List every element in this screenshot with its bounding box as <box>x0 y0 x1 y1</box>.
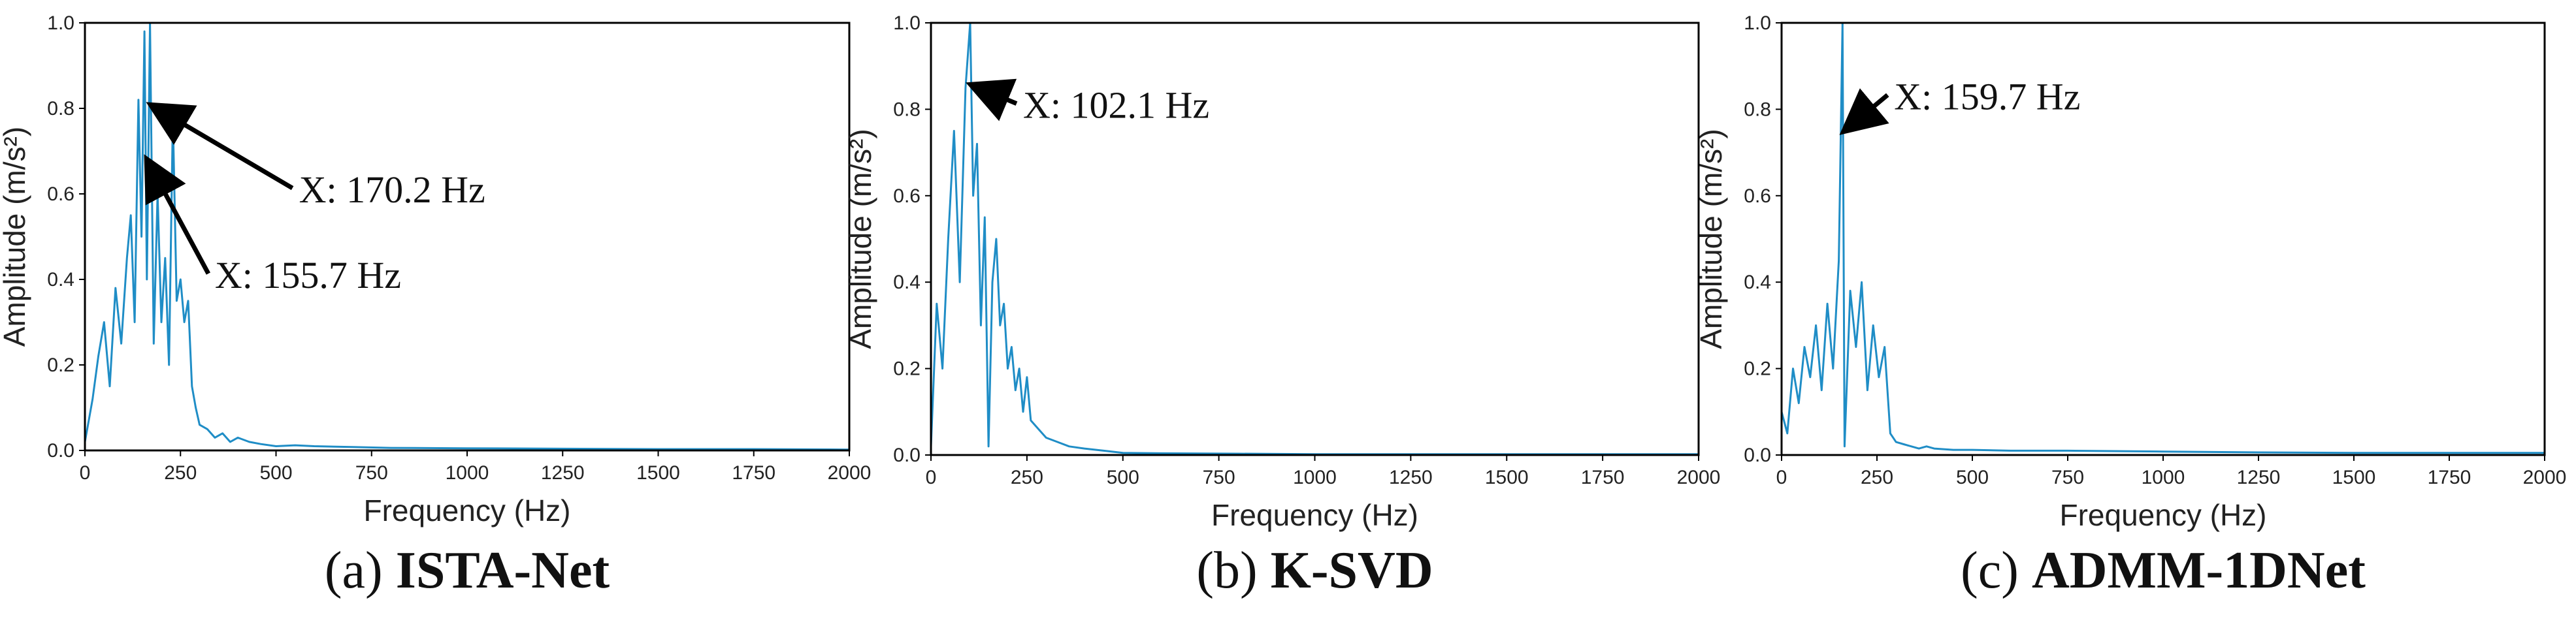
x-tick-label: 2000 <box>1677 467 1721 488</box>
annotation-arrow <box>1839 88 1889 135</box>
y-tick-label: 1.0 <box>47 12 74 34</box>
x-tick-label: 750 <box>2051 467 2084 488</box>
x-axis-label: Frequency (Hz) <box>364 494 571 527</box>
annotation-label: X: 155.7 Hz <box>215 254 401 296</box>
y-axis-label: Amplitude (m/s²) <box>1694 129 1728 349</box>
x-tick-label: 0 <box>80 462 91 484</box>
x-tick-label: 1250 <box>541 462 585 484</box>
x-tick-label: 1500 <box>1485 467 1529 488</box>
y-tick-label: 1.0 <box>893 12 921 34</box>
series-line <box>930 22 1699 456</box>
plot-frame <box>84 22 851 452</box>
x-tick-label: 0 <box>1776 467 1787 488</box>
x-tick-label: 500 <box>259 462 292 484</box>
caption-label: (a) <box>325 542 396 599</box>
annotation-label: X: 159.7 Hz <box>1894 75 2080 118</box>
y-tick-label: 0.0 <box>47 440 74 462</box>
y-tick-label: 0.0 <box>1744 445 1771 466</box>
y-tick-label: 0.0 <box>893 445 921 466</box>
x-tick-label: 1000 <box>446 462 489 484</box>
caption-label: (c) <box>1961 542 2032 599</box>
x-axis-label: Frequency (Hz) <box>2060 498 2267 532</box>
x-tick-label: 1000 <box>2142 467 2185 488</box>
charts-root: 0 250 500 750 1000 1250 1500 1750 2000 0.0 0.2 0.4 0… <box>0 12 2566 599</box>
x-axis-label: Frequency (Hz) <box>1211 498 1418 532</box>
panel-caption: (c) ADMM-1DNet <box>1961 542 2366 599</box>
x-tick-label: 1750 <box>2428 467 2471 488</box>
chart-panel-2: 0 250 500 750 1000 1250 1500 1750 2000 0.0 0.2 0.4 0… <box>843 12 1720 599</box>
x-tick-label: 250 <box>1861 467 1893 488</box>
annotation-arrow <box>146 102 294 191</box>
x-tick-label: 1750 <box>1581 467 1625 488</box>
x-tick-label: 1250 <box>1389 467 1433 488</box>
y-tick-label: 0.2 <box>47 354 74 376</box>
x-tick-label: 500 <box>1107 467 1139 488</box>
chart-panel-3: 0 250 500 750 1000 1250 1500 1750 2000 0.0 0.2 0.4 0… <box>1694 12 2566 599</box>
series-line <box>1780 22 2545 454</box>
x-tick-label: 2000 <box>828 462 872 484</box>
x-tick-label: 1500 <box>636 462 680 484</box>
y-tick-label: 0.4 <box>893 272 921 293</box>
x-tick-label: 750 <box>355 462 388 484</box>
x-tick-label: 250 <box>1011 467 1043 488</box>
x-tick-label: 750 <box>1203 467 1235 488</box>
y-tick-label: 0.8 <box>47 98 74 119</box>
chart-panel-1: 0 250 500 750 1000 1250 1500 1750 2000 0.0 0.2 0.4 0… <box>0 12 871 599</box>
caption-name: ADMM-1DNet <box>2032 542 2366 599</box>
caption-label: (b) <box>1196 542 1270 599</box>
x-tick-label: 0 <box>926 467 937 488</box>
annotation-arrow <box>144 154 210 275</box>
x-tick-label: 1500 <box>2332 467 2376 488</box>
y-tick-label: 0.6 <box>47 183 74 205</box>
x-tick-label: 2000 <box>2523 467 2567 488</box>
y-tick-label: 0.8 <box>893 99 921 120</box>
caption-name: K-SVD <box>1271 542 1433 599</box>
y-tick-label: 0.2 <box>893 358 921 380</box>
annotation-arrow <box>966 78 1018 121</box>
x-tick-label: 250 <box>164 462 197 484</box>
x-tick-label: 1250 <box>2237 467 2281 488</box>
series-line <box>84 22 850 451</box>
annotation-label: X: 170.2 Hz <box>299 168 485 211</box>
y-axis-label: Amplitude (m/s²) <box>843 129 877 349</box>
y-tick-label: 0.2 <box>1744 358 1771 380</box>
y-tick-label: 0.4 <box>47 269 74 290</box>
y-tick-label: 1.0 <box>1744 12 1771 34</box>
y-tick-label: 0.4 <box>1744 272 1771 293</box>
y-tick-label: 0.6 <box>893 185 921 207</box>
panel-caption: (b) K-SVD <box>1196 542 1433 599</box>
y-axis-label: Amplitude (m/s²) <box>0 127 31 347</box>
x-tick-label: 500 <box>1956 467 1989 488</box>
panel-caption: (a) ISTA-Net <box>325 542 610 599</box>
x-tick-label: 1000 <box>1293 467 1337 488</box>
x-tick-label: 1750 <box>732 462 775 484</box>
y-tick-label: 0.8 <box>1744 99 1771 120</box>
y-tick-label: 0.6 <box>1744 185 1771 207</box>
caption-name: ISTA-Net <box>396 542 610 599</box>
annotation-label: X: 102.1 Hz <box>1023 84 1209 127</box>
